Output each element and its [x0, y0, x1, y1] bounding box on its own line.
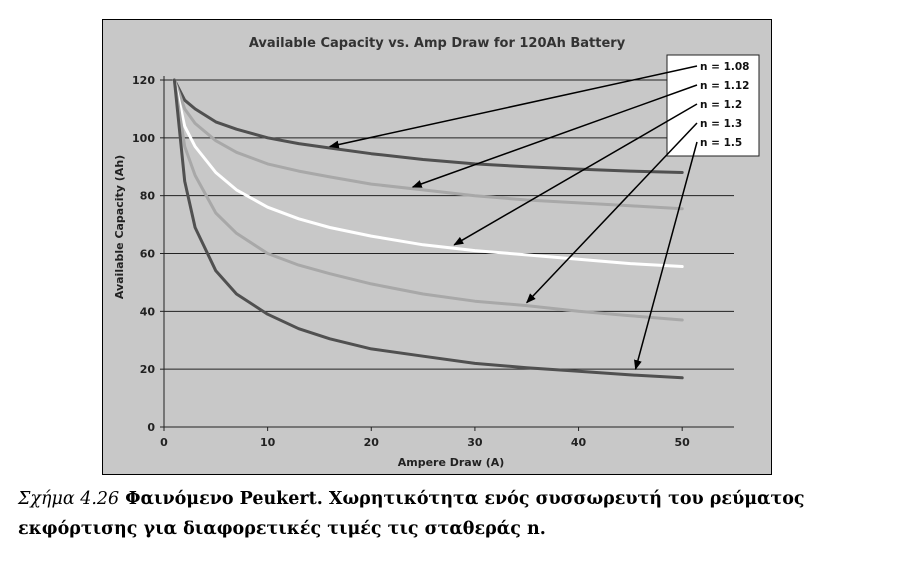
x-tick-label-40: 40	[571, 436, 587, 449]
x-tick-label-50: 50	[675, 436, 691, 449]
figure-caption: Σχήμα 4.26 Φαινόμενο Peukert. Χωρητικότη…	[18, 484, 898, 544]
chart-frame: Available Capacity vs. Amp Draw for 120A…	[102, 19, 772, 475]
y-tick-label-60: 60	[140, 248, 156, 261]
legend-entry-2: n = 1.12	[700, 80, 750, 92]
legend-arrow-5	[634, 141, 698, 371]
x-tick-label-10: 10	[260, 436, 276, 449]
series-lines	[172, 78, 684, 380]
legend-arrow-2	[411, 84, 698, 188]
y-tick-label-0: 0	[147, 421, 155, 434]
legend-entry-3: n = 1.2	[700, 99, 742, 111]
x-tick-label-20: 20	[364, 436, 380, 449]
chart-title: Available Capacity vs. Amp Draw for 120A…	[249, 36, 626, 51]
y-tick-label-120: 120	[132, 74, 155, 87]
legend-arrow-4	[526, 122, 698, 304]
x-tick-label-30: 30	[467, 436, 483, 449]
grid-lines	[164, 79, 734, 370]
x-tick-label-0: 0	[160, 436, 168, 449]
y-tick-label-20: 20	[140, 363, 156, 376]
y-tick-label-80: 80	[140, 190, 156, 203]
caption-text: Φαινόμενο Peukert. Χωρητικότητα ενός συσ…	[18, 489, 805, 539]
y-tick-label-40: 40	[140, 305, 156, 318]
legend-entry-1: n = 1.08	[700, 61, 750, 73]
series-line-2	[172, 78, 684, 211]
chart: Available Capacity vs. Amp Draw for 120A…	[113, 36, 760, 469]
x-axis-title: Ampere Draw (A)	[398, 456, 505, 469]
tick-labels: 0 20 40 60 80 100 120 0 10 20 30 40 50	[132, 74, 690, 449]
series-line-3	[172, 78, 684, 268]
legend-entry-4: n = 1.3	[700, 118, 742, 130]
series-line-4	[172, 78, 684, 322]
legend-arrow-3	[453, 103, 698, 246]
caption-label: Σχήμα 4.26	[18, 489, 120, 509]
y-tick-label-100: 100	[132, 132, 155, 145]
legend-entry-5: n = 1.5	[700, 137, 742, 149]
y-axis-title: Available Capacity (Ah)	[113, 155, 126, 299]
legend-arrow-1	[328, 65, 698, 149]
legend-arrows	[328, 65, 698, 371]
axes	[160, 76, 734, 431]
series-line-5	[172, 78, 684, 380]
